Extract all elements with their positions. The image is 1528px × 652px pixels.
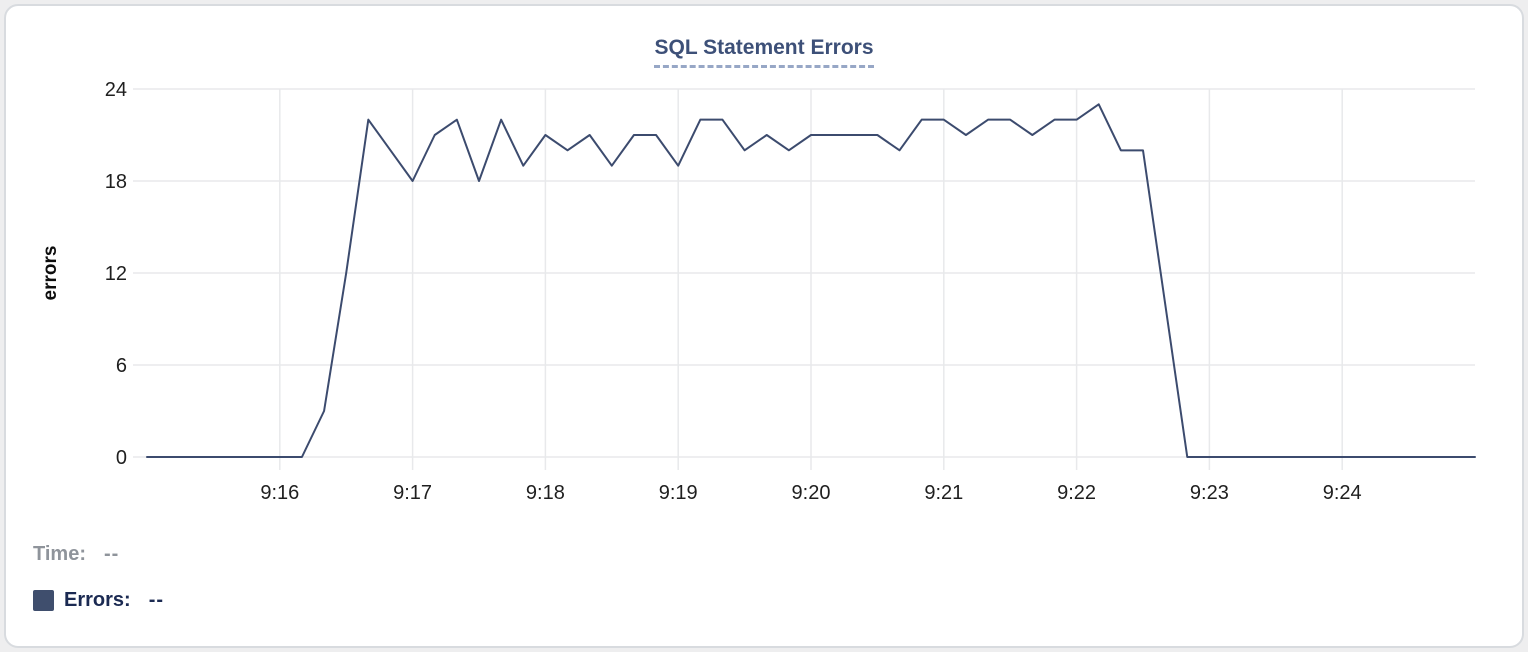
chart-header: SQL Statement Errors — [6, 36, 1522, 68]
x-tick-label: 9:22 — [1057, 482, 1096, 504]
y-tick-label: 0 — [116, 447, 127, 469]
chart-title[interactable]: SQL Statement Errors — [654, 36, 874, 68]
legend-row-errors: Errors: -- — [33, 588, 164, 612]
series-line-errors — [146, 103, 1476, 458]
y-tick-label: 18 — [105, 171, 127, 193]
x-tick-label: 9:24 — [1323, 482, 1362, 504]
legend-time-value: -- — [103, 542, 120, 565]
x-tick-label: 9:17 — [393, 482, 432, 504]
x-tick-label: 9:16 — [260, 482, 299, 504]
x-tick-label: 9:23 — [1190, 482, 1229, 504]
errors-line-chart[interactable]: 0 6 12 18 24 9:16 9:17 9:18 9:19 9:20 9:21 9:22 9:23… — [6, 6, 1528, 516]
legend-errors-label: Errors: — [64, 588, 131, 611]
y-tick-label: 6 — [116, 355, 127, 377]
x-tick-label: 9:21 — [924, 482, 963, 504]
legend-time-label: Time: — [33, 542, 86, 565]
y-axis-label: errors — [40, 246, 61, 301]
legend: Time: -- Errors: -- — [33, 542, 164, 634]
legend-errors-value: -- — [148, 588, 165, 611]
errors-series-swatch-icon — [33, 589, 54, 611]
y-tick-label: 12 — [105, 263, 127, 285]
x-tick-label: 9:19 — [659, 482, 698, 504]
legend-row-time: Time: -- — [33, 542, 164, 566]
x-tick-label: 9:18 — [526, 482, 565, 504]
y-tick-label: 24 — [105, 79, 127, 101]
chart-card: SQL Statement Errors 0 6 12 18 24 9:16 9:17 9:1… — [4, 4, 1524, 648]
x-tick-label: 9:20 — [792, 482, 831, 504]
